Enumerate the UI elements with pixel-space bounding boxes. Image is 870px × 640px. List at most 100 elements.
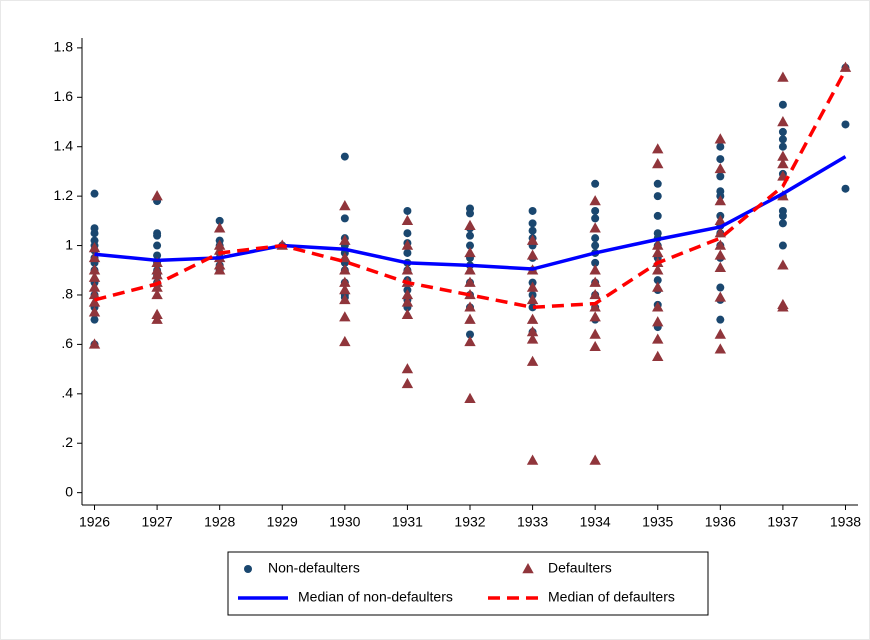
point bbox=[778, 219, 787, 228]
point bbox=[464, 313, 476, 324]
legend-symbol bbox=[522, 563, 534, 574]
x-tick-label: 1928 bbox=[204, 514, 235, 530]
point bbox=[339, 276, 351, 287]
point bbox=[839, 61, 852, 72]
x-tick-label: 1931 bbox=[392, 514, 423, 530]
point bbox=[714, 195, 727, 206]
point bbox=[652, 264, 664, 275]
point bbox=[153, 251, 162, 260]
y-tick-label: 1 bbox=[65, 236, 73, 252]
point bbox=[339, 200, 351, 211]
point bbox=[526, 313, 539, 324]
point bbox=[589, 328, 601, 339]
point bbox=[591, 214, 600, 223]
point bbox=[466, 241, 474, 250]
point bbox=[88, 264, 101, 275]
point bbox=[777, 71, 789, 82]
legend-label: Defaulters bbox=[548, 560, 612, 576]
point bbox=[88, 271, 101, 282]
point bbox=[653, 179, 662, 188]
point bbox=[714, 227, 727, 238]
point bbox=[714, 261, 727, 272]
point bbox=[526, 281, 539, 292]
legend-label: Median of non-defaulters bbox=[298, 589, 453, 605]
point bbox=[340, 214, 349, 223]
point bbox=[339, 293, 351, 305]
x-tick-label: 1932 bbox=[454, 514, 485, 530]
y-tick-label: .4 bbox=[61, 385, 73, 401]
point bbox=[841, 120, 850, 129]
median-line bbox=[94, 69, 848, 310]
point bbox=[528, 226, 537, 235]
point bbox=[841, 184, 850, 193]
point bbox=[88, 296, 101, 307]
point bbox=[526, 326, 539, 337]
point bbox=[401, 239, 414, 250]
point bbox=[716, 172, 725, 181]
point bbox=[589, 340, 601, 352]
median-line bbox=[94, 155, 847, 271]
point bbox=[401, 308, 414, 319]
point bbox=[401, 363, 414, 374]
point bbox=[403, 206, 412, 215]
point bbox=[88, 251, 101, 263]
point bbox=[528, 219, 537, 228]
point bbox=[401, 377, 414, 389]
point bbox=[88, 288, 101, 300]
point bbox=[652, 316, 664, 327]
point bbox=[714, 343, 727, 354]
point bbox=[591, 241, 600, 250]
point bbox=[403, 229, 412, 238]
x-tick-label: 1926 bbox=[79, 514, 110, 530]
x-tick-label: 1938 bbox=[830, 514, 861, 530]
y-tick-label: .2 bbox=[61, 434, 73, 450]
point bbox=[464, 276, 476, 287]
point bbox=[591, 258, 600, 267]
point bbox=[401, 288, 414, 300]
point bbox=[714, 214, 727, 226]
point bbox=[652, 246, 664, 258]
point bbox=[526, 333, 539, 344]
point bbox=[778, 100, 787, 109]
point bbox=[466, 231, 474, 240]
x-tick-label: 1937 bbox=[767, 514, 798, 530]
point bbox=[151, 190, 163, 201]
point bbox=[777, 150, 789, 161]
point bbox=[526, 454, 539, 465]
point bbox=[714, 162, 727, 174]
y-tick-label: .6 bbox=[61, 335, 73, 351]
y-tick-label: 1.2 bbox=[54, 187, 74, 203]
y-tick-label: 0 bbox=[65, 483, 73, 499]
point bbox=[401, 264, 414, 275]
point bbox=[466, 330, 474, 339]
point bbox=[153, 231, 162, 240]
point bbox=[716, 315, 725, 324]
x-tick-label: 1929 bbox=[267, 514, 298, 530]
point bbox=[652, 239, 664, 250]
point bbox=[652, 333, 664, 344]
point bbox=[340, 152, 349, 161]
point bbox=[528, 206, 537, 215]
point bbox=[716, 283, 725, 292]
y-tick-label: 1.6 bbox=[54, 88, 74, 104]
point bbox=[401, 296, 414, 307]
point bbox=[339, 284, 351, 295]
point bbox=[714, 249, 727, 260]
legend-label: Median of defaulters bbox=[548, 589, 675, 605]
point bbox=[778, 135, 787, 144]
point bbox=[777, 301, 789, 312]
point bbox=[589, 301, 601, 312]
point bbox=[90, 315, 99, 324]
point bbox=[653, 192, 662, 201]
y-tick-label: 1.8 bbox=[54, 39, 74, 55]
x-tick-label: 1927 bbox=[142, 514, 173, 530]
point bbox=[778, 211, 787, 220]
legend-label: Non-defaulters bbox=[268, 560, 360, 576]
point bbox=[589, 222, 601, 233]
point bbox=[213, 264, 226, 275]
point bbox=[714, 133, 727, 144]
point bbox=[777, 259, 789, 270]
point bbox=[652, 143, 664, 154]
point bbox=[401, 214, 414, 226]
